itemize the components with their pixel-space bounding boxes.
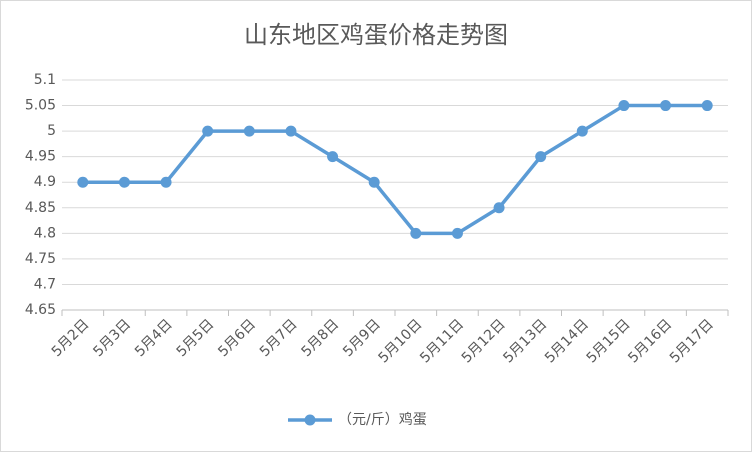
data-point: [160, 176, 172, 188]
y-tick-label: 5.05: [25, 98, 56, 114]
data-point: [202, 125, 214, 137]
data-point: [243, 125, 255, 137]
data-point: [410, 227, 422, 239]
legend-label: （元/斤）鸡蛋: [338, 411, 427, 428]
y-tick-label: 4.85: [25, 200, 56, 216]
data-point: [368, 176, 380, 188]
data-point: [701, 100, 713, 112]
data-point: [660, 100, 672, 112]
data-point: [118, 176, 130, 188]
chart-title: 山东地区鸡蛋价格走势图: [244, 21, 508, 49]
data-point: [618, 100, 630, 112]
y-tick-label: 4.8: [34, 225, 56, 241]
data-point: [285, 125, 297, 137]
y-tick-label: 4.9: [34, 174, 56, 190]
series-line: [82, 103, 708, 236]
y-tick-label: 4.7: [34, 276, 56, 292]
data-point: [451, 227, 463, 239]
y-tick-label: 4.95: [25, 149, 56, 165]
data-point: [77, 176, 89, 188]
y-tick-label: 5: [47, 123, 56, 139]
data-point: [535, 151, 547, 163]
data-point: [576, 125, 588, 137]
legend-marker: [304, 414, 316, 426]
data-point: [327, 151, 339, 163]
y-tick-label: 4.65: [25, 302, 56, 318]
data-point: [493, 202, 505, 214]
y-tick-label: 4.75: [25, 251, 56, 267]
y-tick-label: 5.1: [34, 72, 56, 88]
